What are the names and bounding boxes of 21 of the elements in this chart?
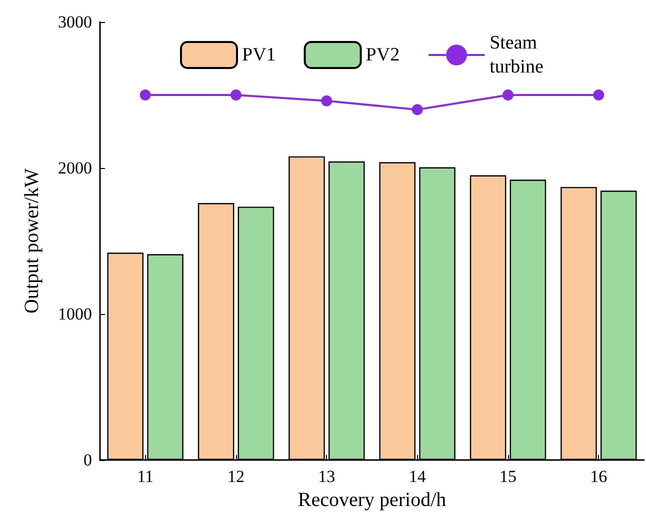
legend-label: PV2 — [366, 44, 400, 66]
y-axis-title: Output power/kW — [21, 168, 43, 314]
point — [412, 104, 423, 116]
x-tick-label: 11 — [137, 467, 154, 486]
point — [230, 90, 242, 100]
x-tick-label: 15 — [500, 467, 516, 486]
point — [593, 90, 604, 100]
x-axis-title: Recovery period/h — [298, 489, 446, 511]
x-tick-label: 16 — [590, 467, 608, 486]
point — [140, 90, 151, 100]
point — [321, 95, 332, 106]
legend-label: PV1 — [242, 44, 276, 66]
y-tick-label: 2000 — [58, 158, 92, 178]
legend-label: Steam turbine — [490, 32, 544, 78]
x-tick-label: 12 — [228, 467, 244, 486]
point — [502, 90, 514, 100]
x-tick-label: 14 — [408, 467, 426, 486]
y-tick-label: 1000 — [58, 304, 92, 324]
y-tick-label: 0 — [84, 450, 92, 470]
y-tick-label: 3000 — [58, 12, 92, 32]
x-tick-label: 13 — [318, 467, 336, 486]
